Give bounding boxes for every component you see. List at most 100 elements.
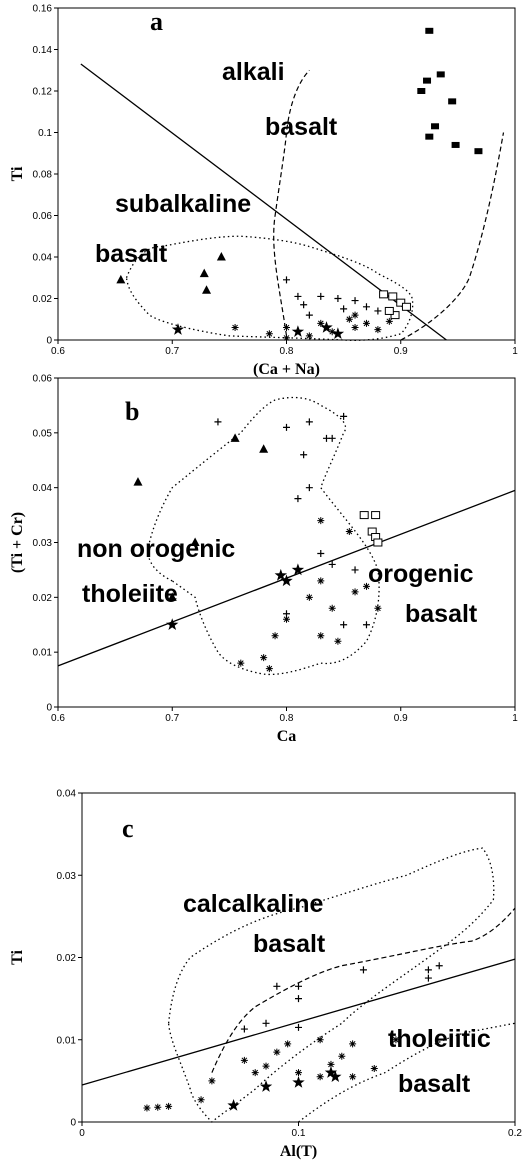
y-tick-label: 0.14 [33,45,53,56]
annotation: basalt [398,1070,471,1098]
point [392,1036,400,1044]
point [208,1077,216,1085]
point [260,654,268,662]
field-contour [400,132,505,341]
x-tick-label: 0.6 [51,346,65,357]
x-axis-label: Ca [277,728,297,745]
point [362,621,370,629]
x-tick-label: 0.9 [394,713,408,724]
point [349,1040,357,1048]
point [425,133,434,140]
point [240,1056,248,1064]
point [423,77,432,84]
point [197,1096,205,1104]
point [474,148,483,155]
point [294,495,302,503]
point [283,423,290,431]
point [305,332,313,340]
point [362,582,370,590]
point [317,292,325,300]
field-contour [211,907,516,1073]
point [227,1099,240,1111]
point [295,995,302,1003]
point [316,1073,324,1081]
point [436,71,445,78]
x-tick-label: 1 [512,713,518,724]
point [273,1048,281,1056]
plot-frame [57,7,516,341]
discriminant-line [81,958,516,1086]
point [262,1019,270,1027]
y-tick-label: 0.05 [33,428,53,439]
point [338,1052,346,1060]
y-tick-label: 0.02 [33,593,53,604]
point [305,418,313,426]
panel-label: c [122,814,134,843]
point [351,566,359,574]
point [231,324,239,332]
point [283,276,290,284]
point [216,252,226,261]
point [362,303,370,311]
point [359,966,367,974]
point [143,1104,151,1112]
point [167,592,177,601]
point [154,1103,162,1111]
point [291,325,305,337]
point [328,560,336,568]
point [274,568,287,581]
point [317,319,325,327]
point [305,484,313,492]
point [133,477,143,486]
point [451,141,460,148]
point [351,588,359,596]
point [345,315,353,323]
annotation: basalt [405,600,478,628]
x-tick-label: 0.8 [280,713,294,724]
point [396,298,406,307]
point [294,292,302,300]
point [317,549,325,557]
point [259,444,269,453]
y-tick-label: 0.04 [33,253,53,264]
annotation: tholeiite [82,580,178,608]
y-axis-label: Ti [9,166,26,181]
point [359,511,369,520]
y-tick-label: 0.16 [33,4,53,15]
y-tick-label: 0.08 [33,170,53,181]
x-tick-label: 0 [79,1128,85,1139]
y-tick-label: 0 [46,336,52,347]
point [384,306,394,315]
y-tick-label: 0.06 [33,374,53,385]
point [328,434,336,442]
point [351,324,359,332]
point [214,418,222,426]
field-contour [147,396,380,676]
point [351,297,359,305]
x-axis-label: (Ca + Na) [253,361,320,378]
y-tick-label: 0.03 [33,538,53,549]
x-tick-label: 0.8 [280,346,294,357]
point [374,326,382,334]
point [329,1070,342,1082]
x-tick-label: 1 [512,346,518,357]
point [317,577,325,585]
point [388,292,398,301]
panel: 0.6 0.7 0.8 0.9 1 0 0.02 0.04 0.06 0.08 0.1 0.12 0.1… [9,4,518,379]
x-tick-label: 0.2 [508,1128,522,1139]
point [292,1076,305,1088]
annotation: orogenic [368,560,474,588]
point [424,966,432,974]
point [374,604,382,612]
point [373,538,383,547]
point [351,311,359,319]
point [300,451,308,459]
point [262,1062,270,1070]
y-tick-label: 0 [70,1118,76,1129]
annotation: tholeiitic [388,1025,491,1053]
field-contour [298,1022,516,1123]
field-contour [273,69,310,336]
y-tick-label: 0.02 [33,294,53,305]
point [295,1069,302,1077]
